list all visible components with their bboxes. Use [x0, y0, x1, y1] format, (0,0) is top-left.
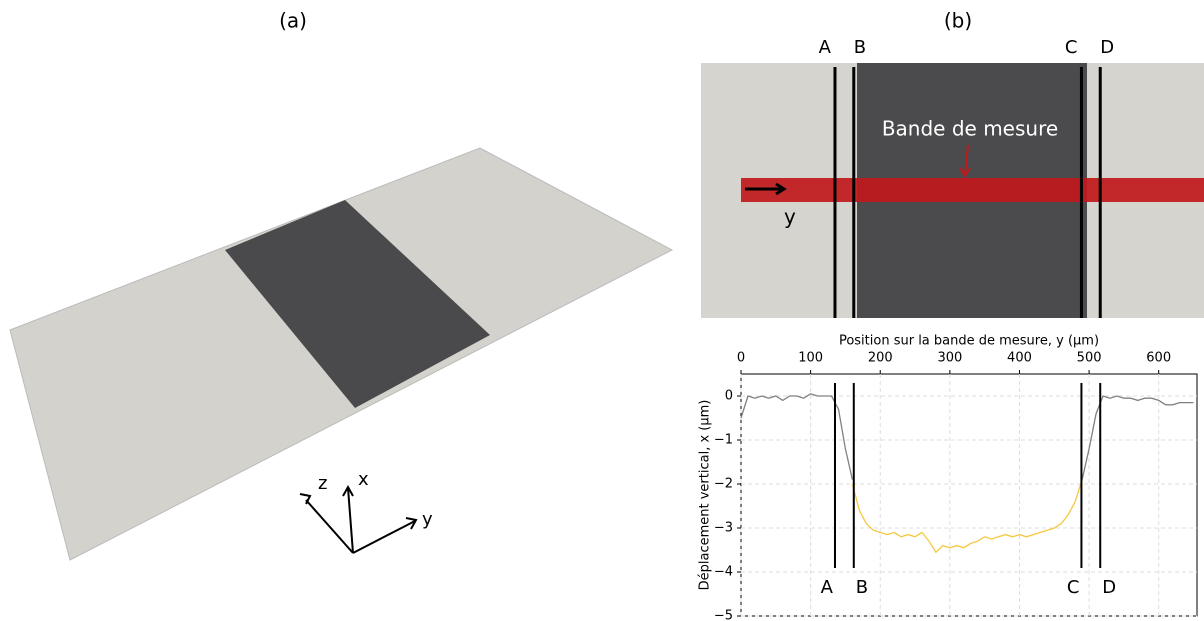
marker-label: B: [856, 577, 868, 598]
x-tick-label: 300: [937, 351, 962, 366]
marker-label: B: [854, 37, 866, 58]
panel-label: (b): [944, 9, 972, 33]
photo: Bande de mesure y: [701, 63, 1204, 318]
y-tick-label: −5: [714, 609, 733, 621]
marker-label: D: [1102, 577, 1116, 598]
axis-arrow: [342, 484, 354, 554]
x-tick-label: 600: [1146, 351, 1171, 366]
x-tick-label: 0: [737, 351, 745, 366]
axis-arrow: [299, 493, 354, 554]
x-axis-title: Position sur la bande de mesure, y (µm): [839, 334, 1099, 349]
render-3d: z x y: [9, 147, 674, 561]
axis-arrow: [352, 517, 418, 554]
x-tick-label: 400: [1007, 351, 1032, 366]
annotation-arrow: [959, 144, 971, 178]
marker-label: C: [1065, 37, 1078, 58]
direction-label: y: [784, 205, 796, 229]
panel-label: (a): [279, 9, 307, 33]
data-line: [851, 479, 1083, 554]
y-tick-label: −1: [714, 433, 733, 448]
axes-triad: [299, 484, 418, 554]
marker-label: C: [1067, 577, 1080, 598]
y-tick-label: 0: [725, 389, 733, 404]
x-tick-label: 500: [1077, 351, 1102, 366]
marker-label: A: [821, 577, 834, 598]
marker-label: D: [1100, 37, 1114, 58]
y-tick-label: −3: [714, 521, 733, 536]
data-line: [740, 393, 1194, 480]
measured-band: [225, 200, 490, 408]
measure-strip: [741, 178, 1204, 202]
direction-arrow: [745, 182, 787, 196]
marker-label: A: [819, 37, 832, 58]
axis-letter: y: [422, 509, 433, 530]
x-tick-label: 200: [868, 351, 893, 366]
y-tick-label: −2: [714, 477, 733, 492]
plot-frame: [740, 373, 1198, 617]
y-axis-title: Déplacement vertical, x (µm): [698, 400, 713, 591]
x-tick-label: 100: [798, 351, 823, 366]
axis-letter: z: [318, 473, 327, 494]
y-tick-label: −4: [714, 565, 733, 580]
annotation: Bande de mesure: [882, 117, 1058, 141]
axis-letter: x: [358, 469, 369, 490]
